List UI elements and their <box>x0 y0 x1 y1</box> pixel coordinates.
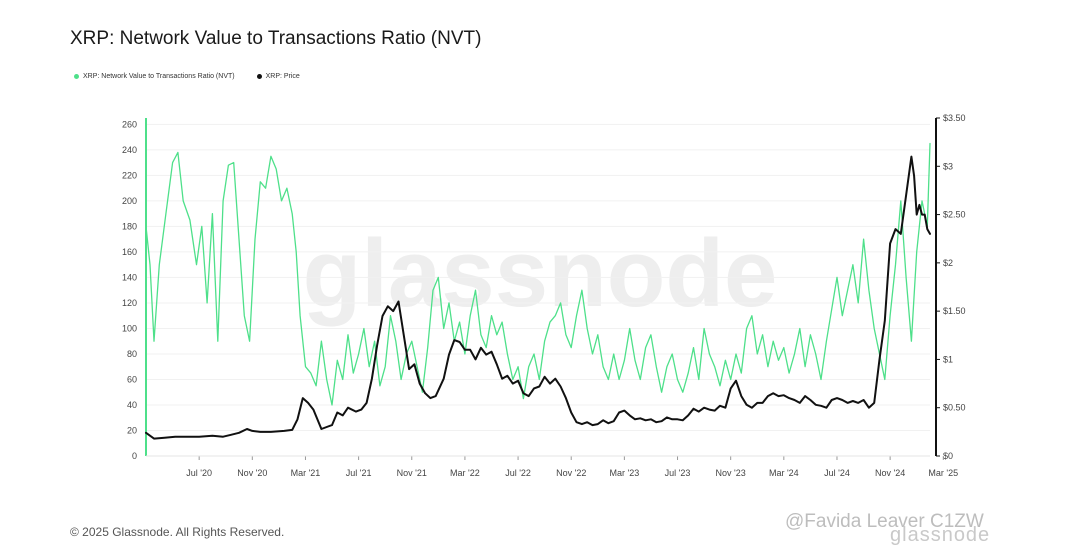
x-tick-label: Jul '22 <box>505 468 531 478</box>
y-right-tick-label: $0.50 <box>943 403 966 413</box>
y-left-tick-label: 20 <box>127 425 137 435</box>
x-tick-label: Nov '22 <box>556 468 586 478</box>
series-layer <box>145 142 931 440</box>
legend-price-label: XRP: Price <box>265 73 300 80</box>
y-left-tick-label: 40 <box>127 400 137 410</box>
y-left-tick-label: 180 <box>122 221 137 231</box>
x-tick-label: Nov '23 <box>716 468 746 478</box>
x-tick-label: Jul '20 <box>186 468 212 478</box>
x-tick-label: Nov '24 <box>875 468 905 478</box>
legend-item-nvt[interactable]: XRP: Network Value to Transactions Ratio… <box>74 73 235 80</box>
y-left-tick-label: 60 <box>127 374 137 384</box>
copyright-text: © 2025 Glassnode. All Rights Reserved. <box>70 525 285 539</box>
y-right-tick-label: $2.50 <box>943 210 966 220</box>
y-left-tick-label: 120 <box>122 298 137 308</box>
x-tick-label: Jul '23 <box>665 468 691 478</box>
x-tick-label: Jul '21 <box>346 468 372 478</box>
x-tick-label: Mar '21 <box>291 468 321 478</box>
chart-legend: XRP: Network Value to Transactions Ratio… <box>74 73 300 80</box>
grid-layer <box>146 123 930 457</box>
legend-nvt-label: XRP: Network Value to Transactions Ratio… <box>83 73 235 80</box>
x-tick-label: Nov '21 <box>397 468 427 478</box>
y-right-tick-label: $1 <box>943 354 953 364</box>
legend-price-swatch <box>256 74 262 79</box>
y-left-tick-label: 220 <box>122 170 137 180</box>
legend-item-price[interactable]: XRP: Price <box>256 73 300 80</box>
chart-title: XRP: Network Value to Transactions Ratio… <box>70 28 482 49</box>
y-left-tick-label: 260 <box>122 119 137 129</box>
y-left-tick-label: 100 <box>122 323 137 333</box>
y-left-tick-label: 140 <box>122 272 137 282</box>
y-right-tick-label: $2 <box>943 258 953 268</box>
y-left-tick-label: 0 <box>132 451 137 461</box>
brand-watermark: glassnode <box>890 524 991 546</box>
y-left-tick-label: 200 <box>122 196 137 206</box>
y-right-tick-label: $3 <box>943 161 953 171</box>
x-tick-label: Jul '24 <box>824 468 850 478</box>
x-tick-label: Mar '25 <box>928 468 958 478</box>
axis-layer: 0 20 40 60 80 100 120 140 160 180 200 220 240 260 $0 $0… <box>122 113 966 478</box>
y-left-tick-label: 160 <box>122 247 137 257</box>
x-tick-label: Nov '20 <box>237 468 267 478</box>
x-tick-label: Mar '23 <box>610 468 640 478</box>
y-left-tick-label: 80 <box>127 349 137 359</box>
background-watermark: glassnode <box>303 220 778 327</box>
price-series-line <box>145 155 931 440</box>
x-tick-label: Mar '24 <box>769 468 799 478</box>
y-right-tick-label: $1.50 <box>943 306 966 316</box>
user-watermark: @Favida Leaver C1ZW <box>785 511 984 532</box>
y-right-tick-label: $3.50 <box>943 113 966 123</box>
nvt-series-line <box>145 142 931 406</box>
legend-nvt-swatch <box>74 74 79 79</box>
x-tick-label: Mar '22 <box>450 468 480 478</box>
y-right-tick-label: $0 <box>943 451 953 461</box>
y-left-tick-label: 240 <box>122 145 137 155</box>
